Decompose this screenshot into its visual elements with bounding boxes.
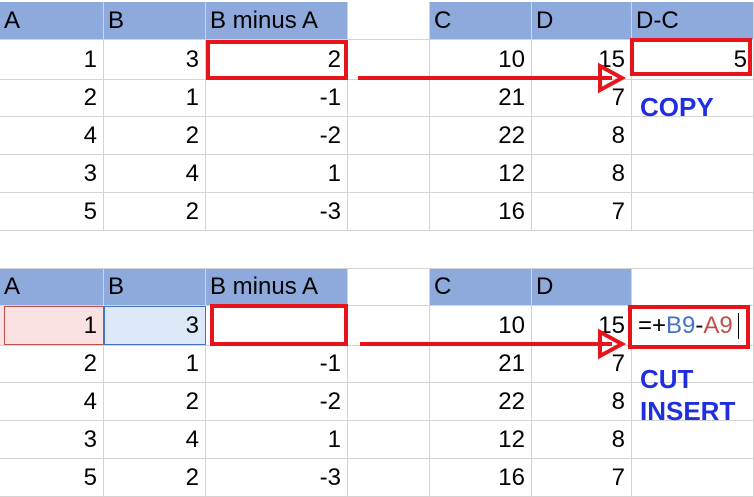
cell-a1-top[interactable]: 1 [0, 40, 104, 80]
cell-c2-bottom[interactable]: 21 [430, 346, 532, 383]
cell-b4-top[interactable]: 4 [104, 155, 206, 193]
header-d-top[interactable]: D [532, 2, 632, 40]
cell-b5-top[interactable]: 2 [104, 193, 206, 231]
arrow-bottom [360, 328, 627, 360]
cell-d4-bottom[interactable]: 8 [532, 421, 632, 459]
highlight-box-dc-top [630, 38, 752, 76]
cell-d4-top[interactable]: 8 [532, 155, 632, 193]
cell-d3-top[interactable]: 8 [532, 117, 632, 155]
cell-a2-bottom[interactable]: 2 [0, 346, 104, 383]
cell-b1-top[interactable]: 3 [104, 40, 206, 80]
cell-ba3-top[interactable]: -2 [206, 117, 348, 155]
cell-e3-bottom[interactable] [632, 383, 754, 421]
cell-e2-bottom[interactable] [632, 346, 754, 383]
cell-ba2-top[interactable]: -1 [206, 80, 348, 117]
cell-d5-top[interactable]: 7 [532, 193, 632, 231]
cell-c3-top[interactable]: 22 [430, 117, 532, 155]
spacer-row[interactable] [0, 231, 754, 269]
cell-gap3-bottom[interactable] [348, 383, 430, 421]
cell-a2-top[interactable]: 2 [0, 80, 104, 117]
highlight-box-ba-top [206, 40, 348, 80]
cell-d2-top[interactable]: 7 [532, 80, 632, 117]
header-b-minus-a-top[interactable]: B minus A [206, 2, 348, 40]
cell-b2-bottom[interactable]: 1 [104, 346, 206, 383]
cell-a4-top[interactable]: 3 [0, 155, 104, 193]
header-c-bottom[interactable]: C [430, 269, 532, 306]
highlight-box-formula-bottom [628, 305, 750, 349]
header-c-top[interactable]: C [430, 2, 532, 40]
cell-gap3-top[interactable] [348, 117, 430, 155]
cell-gap5-bottom[interactable] [348, 459, 430, 497]
cell-a3-bottom[interactable]: 4 [0, 383, 104, 421]
cell-c5-top[interactable]: 16 [430, 193, 532, 231]
reference-outline-a9 [4, 306, 104, 345]
highlight-box-ba-bottom [210, 304, 348, 346]
cell-gap2-bottom[interactable] [348, 346, 430, 383]
cell-d2-bottom[interactable]: 7 [532, 346, 632, 383]
cell-c2-top[interactable]: 21 [430, 80, 532, 117]
header-b-minus-a-bottom[interactable]: B minus A [206, 269, 348, 306]
note-cut: CUT [640, 364, 694, 394]
formula-ref-a9: A9 [703, 311, 733, 339]
cell-ba3-bottom[interactable]: -2 [206, 383, 348, 421]
arrow-top [358, 62, 627, 94]
cell-gap4-bottom[interactable] [348, 421, 430, 459]
header-b-top[interactable]: B [104, 2, 206, 40]
header-a-top[interactable]: A [0, 2, 104, 40]
note-copy: COPY [640, 92, 714, 122]
note-insert: INSERT [640, 396, 736, 426]
cell-d3-bottom[interactable]: 8 [532, 383, 632, 421]
header-d-minus-c-top[interactable]: D-C [632, 2, 754, 40]
formula-ref-b9: B9 [666, 311, 696, 339]
cell-a3-top[interactable]: 4 [0, 117, 104, 155]
cell-gap1-top[interactable] [348, 40, 430, 80]
cell-e4-bottom[interactable] [632, 421, 754, 459]
cell-gap4-top[interactable] [348, 155, 430, 193]
cell-b3-bottom[interactable]: 2 [104, 383, 206, 421]
cell-ba2-bottom[interactable]: -1 [206, 346, 348, 383]
header-b-bottom[interactable]: B [104, 269, 206, 306]
cell-ba4-bottom[interactable]: 1 [206, 421, 348, 459]
cell-ba5-top[interactable]: -3 [206, 193, 348, 231]
cell-a4-bottom[interactable]: 3 [0, 421, 104, 459]
empty-header-gap-bottom[interactable] [348, 269, 430, 306]
cell-gap2-top[interactable] [348, 80, 430, 117]
header-a-bottom[interactable]: A [0, 269, 104, 306]
reference-outline-b9 [104, 306, 206, 345]
cell-c4-top[interactable]: 12 [430, 155, 532, 193]
formula-operator: - [695, 311, 704, 339]
header-d-bottom[interactable]: D [532, 269, 632, 306]
cell-a5-top[interactable]: 5 [0, 193, 104, 231]
formula-prefix: =+ [638, 311, 667, 339]
cell-c3-bottom[interactable]: 22 [430, 383, 532, 421]
empty-header-gap-top[interactable] [348, 2, 430, 40]
cell-b4-bottom[interactable]: 4 [104, 421, 206, 459]
cell-b3-top[interactable]: 2 [104, 117, 206, 155]
cell-gap5-top[interactable] [348, 193, 430, 231]
text-caret [738, 313, 739, 339]
cell-ba4-top[interactable]: 1 [206, 155, 348, 193]
cell-b2-top[interactable]: 1 [104, 80, 206, 117]
cell-a1-bottom[interactable]: 1 [0, 306, 104, 346]
cell-c4-bottom[interactable]: 12 [430, 421, 532, 459]
